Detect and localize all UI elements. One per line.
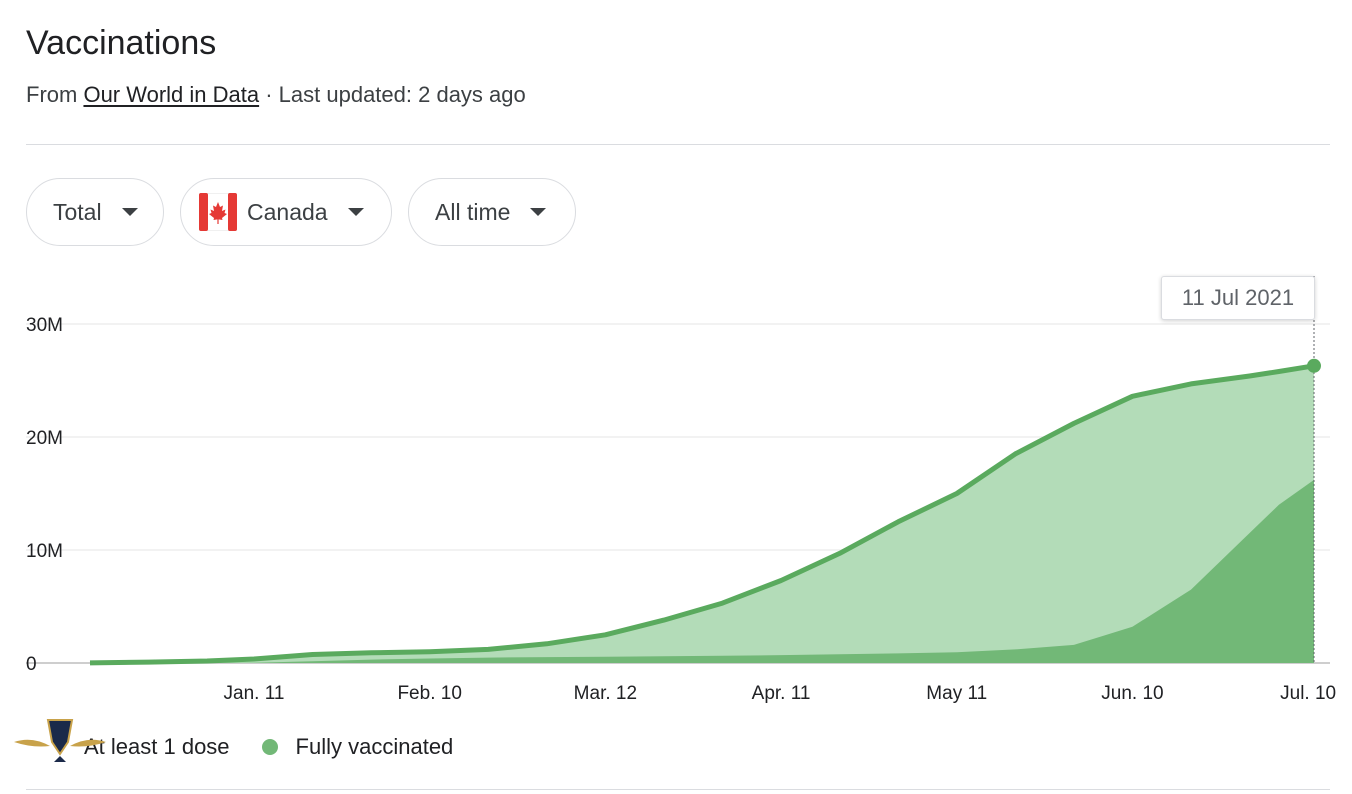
chevron-down-icon (347, 208, 364, 216)
metric-dropdown-label: Total (53, 198, 102, 225)
bottom-divider (26, 789, 1330, 790)
source-prefix: From (26, 82, 78, 107)
x-tick-label: Jul. 10 (1280, 683, 1336, 704)
x-tick-label: May 11 (926, 683, 987, 704)
legend-label-dose1: At least 1 dose (84, 734, 230, 759)
tooltip-date: 11 Jul 2021 (1181, 285, 1295, 310)
x-tick-label: Mar. 12 (574, 683, 637, 704)
range-dropdown[interactable]: All time (408, 178, 576, 246)
x-tick-label: Feb. 10 (397, 683, 461, 704)
hover-tooltip: 11 Jul 2021 (1161, 276, 1315, 320)
y-tick-label: 0 (26, 654, 37, 675)
hover-point-dose1 (1307, 358, 1321, 373)
vaccination-chart[interactable]: 0 10M 20M 30M Jan. 11 Feb. 10 Mar. 12 Apr. 11 Ma… (0, 260, 1352, 710)
legend-item-full[interactable]: Fully vaccinated (261, 734, 454, 760)
x-tick-label: Jan. 11 (224, 683, 285, 704)
range-dropdown-label: All time (435, 198, 511, 225)
y-tick-label: 10M (26, 541, 63, 562)
x-tick-label: Jun. 10 (1101, 683, 1163, 704)
series-area-dose1 (90, 365, 1314, 663)
forum-logo (14, 719, 106, 762)
canada-flag-icon (199, 193, 237, 231)
country-dropdown[interactable]: Canada (180, 178, 392, 246)
chevron-down-icon (121, 208, 138, 216)
legend-label-full: Fully vaccinated (295, 734, 454, 759)
metric-dropdown[interactable]: Total (26, 178, 164, 246)
last-updated: · Last updated: 2 days ago (265, 82, 526, 107)
series-area-full (90, 479, 1314, 663)
legend-item-dose1[interactable]: At least 1 dose (84, 734, 230, 760)
chart-legend: At least 1 dose Fully vaccinated (84, 734, 485, 760)
x-tick-label: Apr. 11 (752, 683, 811, 704)
legend-dot-full (261, 739, 278, 755)
series-line-dose1 (89, 363, 1315, 666)
y-tick-label: 30M (26, 315, 63, 336)
page-title: Vaccinations (26, 24, 217, 62)
chevron-down-icon (530, 208, 547, 216)
source-link[interactable]: Our World in Data (83, 82, 260, 107)
y-tick-label: 20M (26, 428, 63, 449)
country-dropdown-label: Canada (247, 198, 328, 225)
subtitle: From Our World in Data · Last updated: 2… (26, 82, 526, 108)
top-divider (26, 144, 1330, 145)
